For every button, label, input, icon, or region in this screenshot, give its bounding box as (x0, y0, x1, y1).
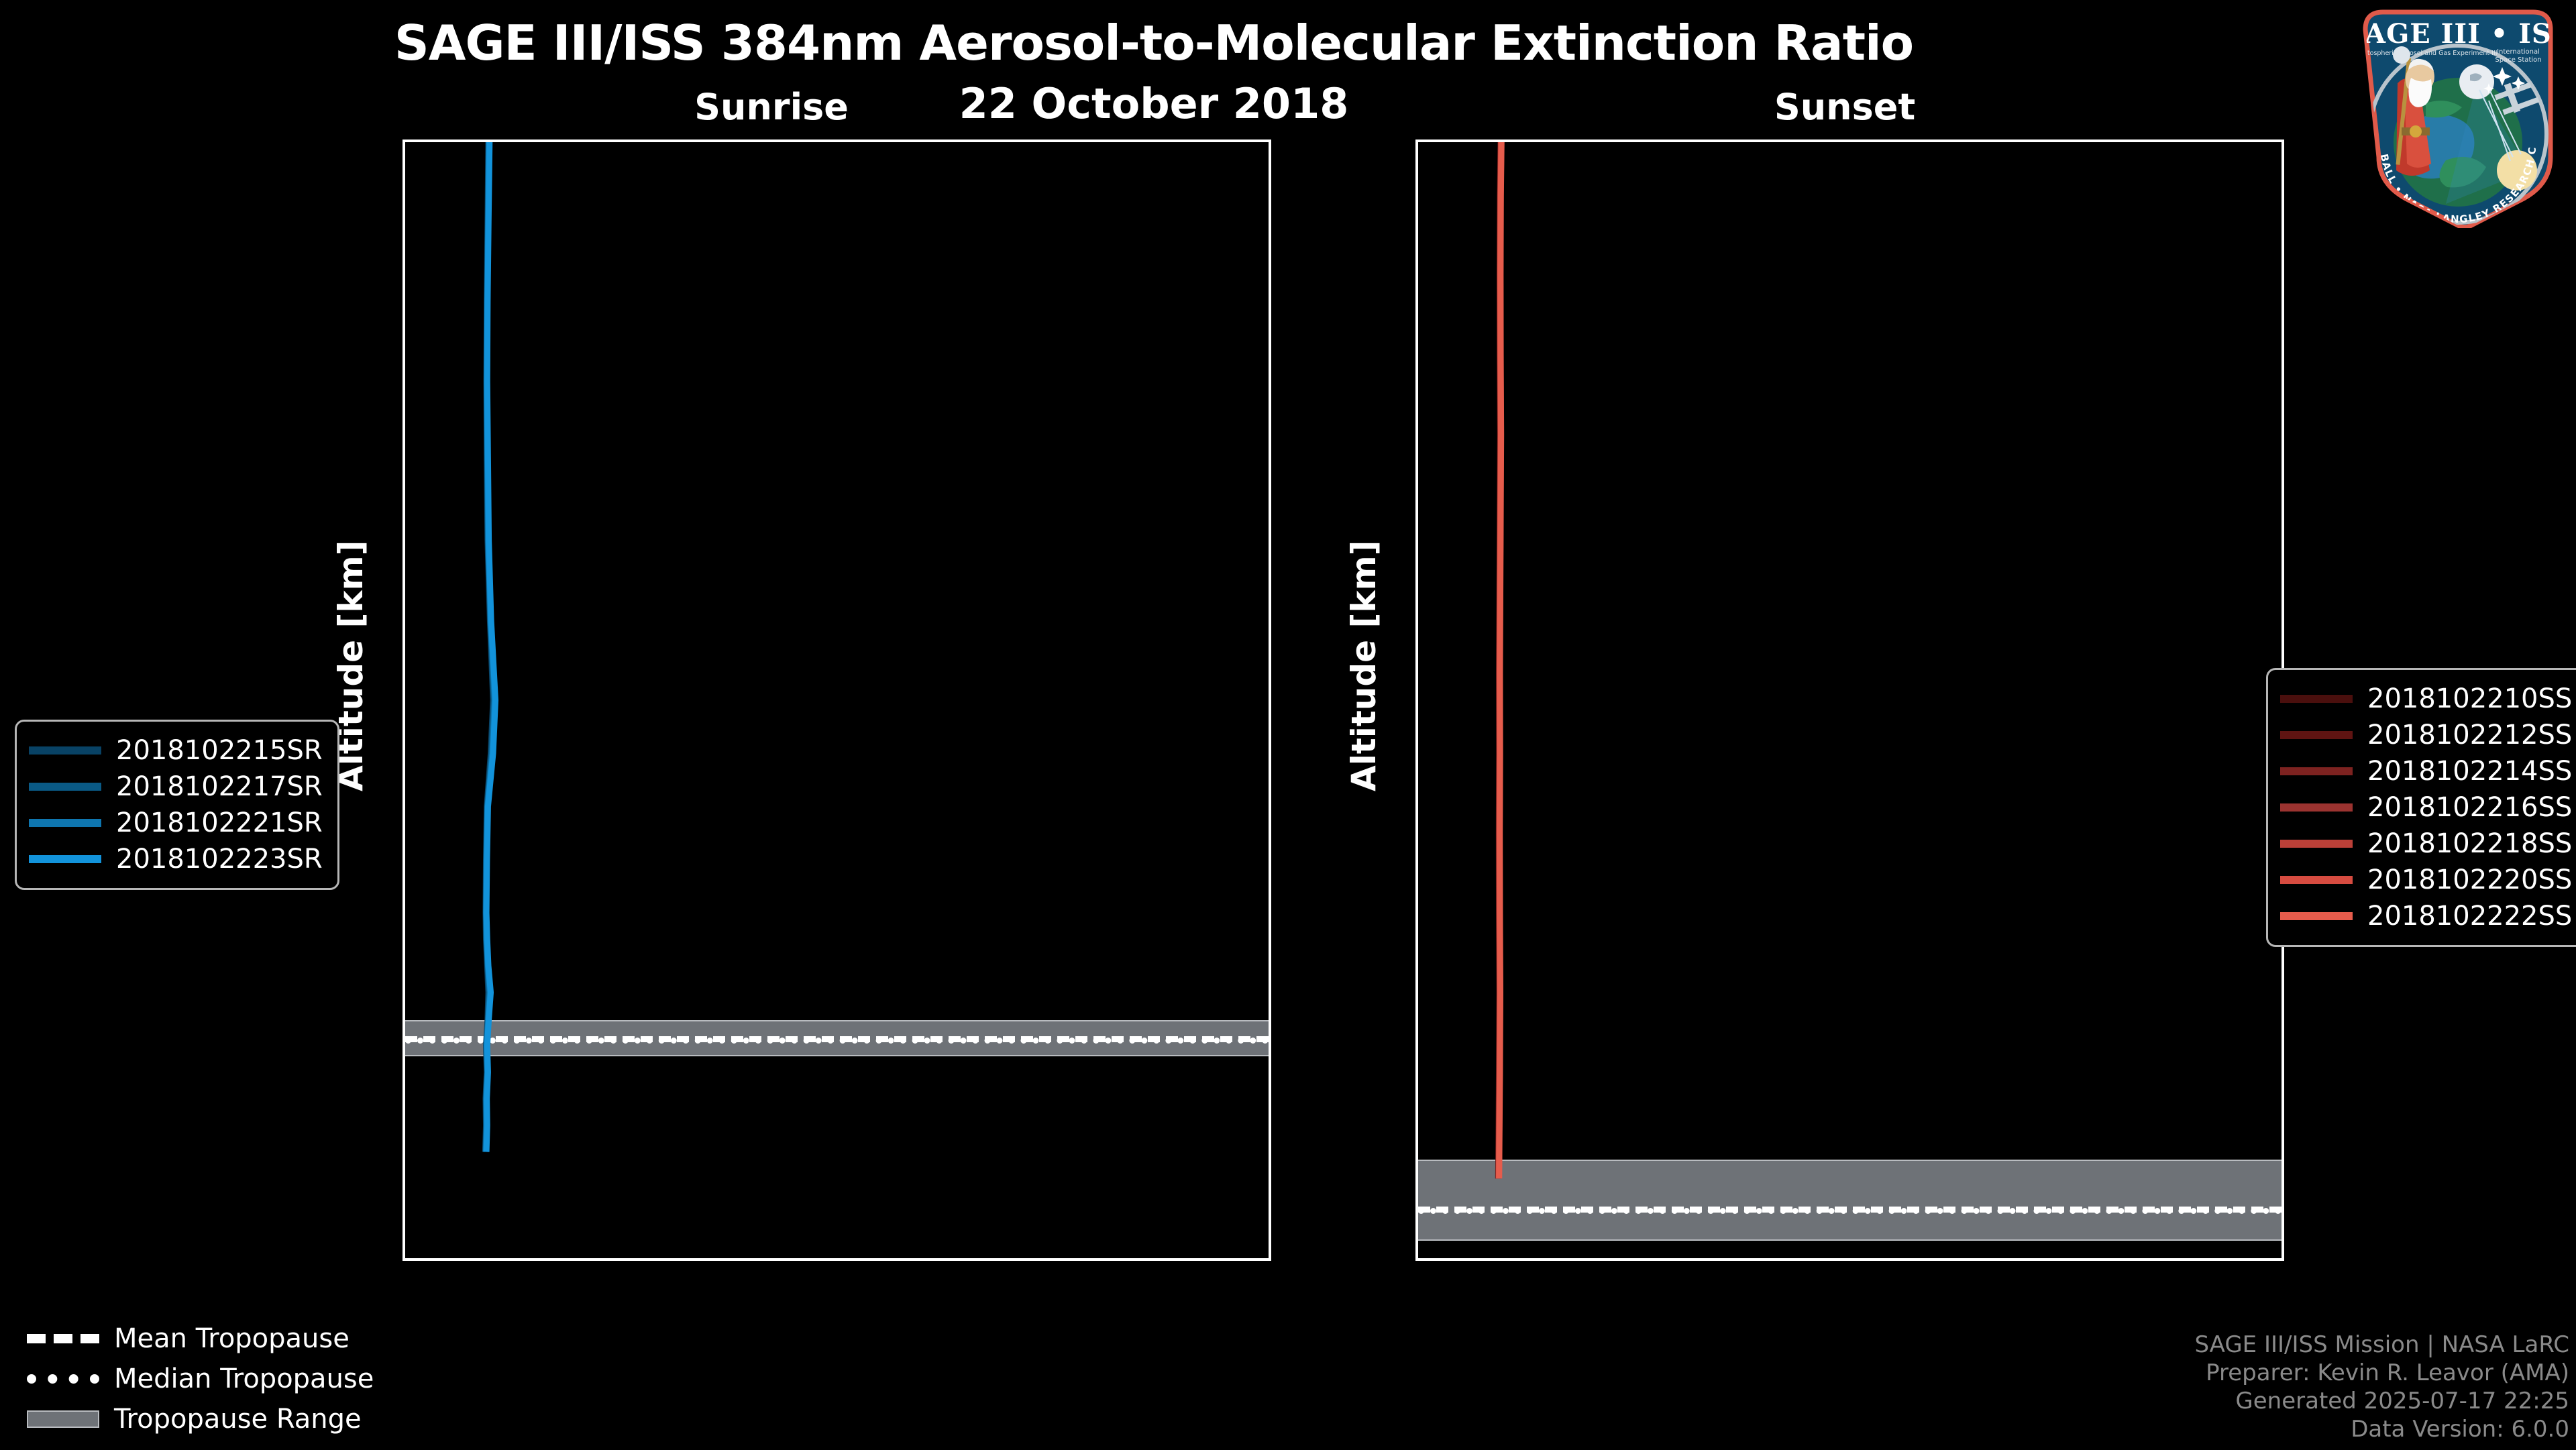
legend-item: 2018102218SS (2280, 826, 2572, 862)
y-axis-tick-mark (1415, 406, 1418, 409)
y-axis-tick-mark (1415, 805, 1418, 807)
legend-item: 2018102216SS (2280, 789, 2572, 826)
x-axis-tick-mark (2282, 1258, 2284, 1261)
median-tropopause-line-icon (27, 1370, 99, 1388)
y-axis-tick-mark (402, 274, 405, 276)
series-line (1496, 142, 1505, 1179)
legend-item-mean-tropopause: Mean Tropopause (27, 1319, 374, 1359)
svg-text:International: International (2497, 48, 2540, 56)
legend-label: 2018102217SR (116, 771, 323, 802)
tropopause-range-swatch-icon (27, 1410, 99, 1428)
legend-color-swatch (2280, 695, 2353, 703)
y-axis-tick-mark (1415, 1071, 1418, 1074)
svg-text:Space Station: Space Station (2495, 56, 2541, 64)
legend-item: 2018102212SS (2280, 717, 2572, 753)
page-subtitle: 22 October 2018 (959, 79, 1349, 128)
median-tropopause-line (1418, 1207, 2282, 1214)
svg-text:Stratospheric Aerosol and Gas: Stratospheric Aerosol and Gas Experiment… (2354, 50, 2497, 57)
y-axis-tick-mark (402, 141, 405, 144)
y-axis-tick-mark (1415, 141, 1418, 144)
x-axis-tick-mark (1811, 1258, 1813, 1261)
median-tropopause-line (405, 1038, 1269, 1044)
legend-item: 2018102220SS (2280, 862, 2572, 898)
legend-label: 2018102212SS (2367, 720, 2573, 750)
legend-color-swatch (29, 819, 101, 827)
x-axis-tick-mark (955, 1258, 957, 1261)
legend-item-median-tropopause: Median Tropopause (27, 1359, 374, 1399)
legend-item: 2018102210SS (2280, 681, 2572, 717)
legend-sunrise: 2018102215SR 2018102217SR 2018102221SR 2018… (15, 720, 339, 890)
legend-label: 2018102221SR (116, 807, 323, 838)
footer-line-preparer: Preparer: Kevin R. Leavor (AMA) (2206, 1359, 2569, 1386)
profile-curves (1495, 142, 1505, 1179)
legend-color-swatch (29, 746, 101, 755)
legend-label-median-tropopause: Median Tropopause (114, 1363, 374, 1394)
legend-label: 2018102220SS (2367, 865, 2573, 895)
legend-sunset: 2018102210SS 2018102212SS 2018102214SS 2018… (2266, 668, 2576, 947)
x-axis-tick-mark (1112, 1258, 1114, 1261)
legend-item: 2018102222SS (2280, 898, 2572, 934)
y-axis-tick-mark (402, 938, 405, 941)
legend-item: 2018102221SR (29, 805, 323, 841)
svg-text:SAGE III • ISS: SAGE III • ISS (2345, 18, 2571, 50)
legend-color-swatch (2280, 767, 2353, 775)
legend-color-swatch (2280, 803, 2353, 812)
footer-line-mission: SAGE III/ISS Mission | NASA LaRC (2194, 1331, 2569, 1358)
y-axis-title-sunset: Altitude [km] (1344, 540, 1383, 791)
legend-color-swatch (29, 783, 101, 791)
legend-tropopause: Mean Tropopause Median Tropopause Tropop… (15, 1308, 389, 1450)
legend-label-mean-tropopause: Mean Tropopause (114, 1323, 350, 1354)
y-axis-tick-mark (1415, 274, 1418, 276)
page-title: SAGE III/ISS 384nm Aerosol-to-Molecular … (394, 15, 1914, 71)
legend-color-swatch (2280, 840, 2353, 848)
footer-line-data-version: Data Version: 6.0.0 (2351, 1416, 2569, 1443)
y-axis-tick-mark (1415, 1204, 1418, 1207)
footer-line-generated: Generated 2025-07-17 22:25 (2235, 1388, 2569, 1414)
tropopause-range-band (1418, 1160, 2282, 1241)
footer-credits: SAGE III/ISS Mission | NASA LaRC Prepare… (2194, 1331, 2569, 1443)
y-axis-tick-mark (402, 1071, 405, 1074)
x-axis-tick-mark (484, 1258, 486, 1261)
legend-item: 2018102223SR (29, 841, 323, 877)
legend-color-swatch (29, 855, 101, 863)
legend-color-swatch (2280, 876, 2353, 884)
legend-label: 2018102223SR (116, 844, 323, 875)
legend-color-swatch (2280, 731, 2353, 739)
x-axis-tick-mark (641, 1258, 643, 1261)
y-axis-tick-mark (402, 805, 405, 807)
x-axis-tick-mark (1654, 1258, 1656, 1261)
legend-item: 2018102214SS (2280, 753, 2572, 789)
y-axis-tick-mark (1415, 539, 1418, 542)
legend-label-tropopause-range: Tropopause Range (114, 1404, 362, 1435)
y-axis-tick-mark (1415, 672, 1418, 675)
sage-iii-iss-logo-icon: SAGE III • ISS Stratospheric Aerosol and… (2345, 3, 2571, 229)
mean-tropopause-line-icon (27, 1330, 99, 1347)
x-axis-tick-mark (1269, 1258, 1271, 1261)
legend-item: 2018102215SR (29, 732, 323, 769)
legend-label: 2018102216SS (2367, 792, 2573, 823)
y-axis-tick-mark (402, 539, 405, 542)
legend-label: 2018102218SS (2367, 828, 2573, 859)
y-axis-tick-mark (402, 406, 405, 409)
chart-plot-sunrise: 101520253035404550020406080100Aerosol-To… (402, 140, 1271, 1261)
legend-label: 2018102222SS (2367, 901, 2573, 932)
profile-curves (482, 142, 499, 1152)
x-axis-tick-mark (798, 1258, 800, 1261)
legend-color-swatch (2280, 912, 2353, 920)
y-axis-tick-mark (402, 1204, 405, 1207)
chart-plot-sunset: 101520253035404550020406080100Aerosol-To… (1415, 140, 2284, 1261)
y-axis-tick-mark (1415, 938, 1418, 941)
x-axis-tick-mark (1497, 1258, 1499, 1261)
legend-label: 2018102210SS (2367, 683, 2573, 714)
legend-label: 2018102215SR (116, 735, 323, 766)
y-axis-tick-mark (402, 672, 405, 675)
legend-item: 2018102217SR (29, 769, 323, 805)
panel-label-sunrise: Sunrise (694, 86, 849, 128)
legend-label: 2018102214SS (2367, 756, 2573, 787)
x-axis-tick-mark (1968, 1258, 1970, 1261)
series-line (483, 142, 499, 1152)
panel-label-sunset: Sunset (1774, 86, 1916, 128)
x-axis-tick-mark (2125, 1258, 2127, 1261)
legend-item-tropopause-range: Tropopause Range (27, 1399, 374, 1439)
